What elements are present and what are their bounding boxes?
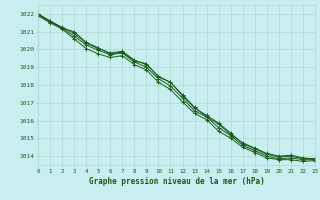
X-axis label: Graphe pression niveau de la mer (hPa): Graphe pression niveau de la mer (hPa) [89,177,264,186]
